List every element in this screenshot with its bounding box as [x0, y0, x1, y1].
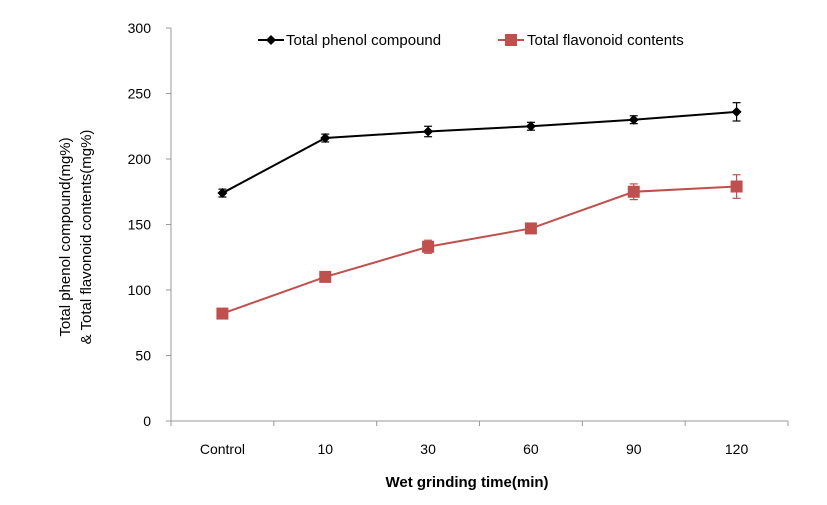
legend-item: Total phenol compound — [258, 32, 441, 49]
y-tick-label: 0 — [143, 413, 151, 429]
axes — [166, 27, 789, 426]
y-tick-label: 250 — [128, 86, 152, 102]
data-point — [731, 106, 742, 117]
x-tick-label: 30 — [420, 441, 436, 457]
y-tick-label: 50 — [135, 348, 151, 364]
tick-labels: 0 50 100 150 200 250 300 Control 10 30 60 90 120 — [128, 20, 749, 457]
data-point — [730, 180, 743, 193]
x-tick-label: Control — [200, 441, 245, 457]
data-point — [422, 240, 435, 253]
y-axis-title: Total phenol compound(mg%) & Total flavo… — [57, 130, 95, 345]
legend: Total phenol compound Total flavonoid con… — [258, 32, 684, 49]
legend-marker — [505, 34, 517, 46]
data-point — [627, 185, 640, 198]
y-tick-label: 100 — [128, 282, 152, 298]
data-point — [319, 270, 332, 283]
y-axis-title-line-2: & Total flavonoid contents(mg%) — [78, 130, 95, 345]
y-tick-label: 200 — [128, 151, 152, 167]
data-point — [423, 126, 434, 137]
x-tick-label: 120 — [725, 441, 749, 457]
data-point — [525, 121, 536, 132]
legend-marker — [266, 35, 276, 45]
data-point — [320, 133, 331, 144]
data-point — [524, 222, 537, 235]
y-tick-label: 150 — [128, 217, 152, 233]
x-tick-label: 90 — [626, 441, 642, 457]
series-line — [222, 185, 737, 315]
legend-label: Total flavonoid contents — [527, 32, 684, 49]
legend-label: Total phenol compound — [286, 32, 441, 49]
x-tick-label: 60 — [523, 441, 539, 457]
series-layer — [216, 102, 743, 320]
series-total-phenol — [217, 102, 742, 199]
series-line — [221, 110, 737, 194]
y-tick-label: 300 — [128, 20, 152, 36]
x-tick-label: 10 — [317, 441, 333, 457]
data-point — [217, 188, 228, 199]
x-axis-title: Wet grinding time(min) — [385, 474, 548, 491]
legend-item: Total flavonoid contents — [498, 32, 684, 49]
y-axis-title-line-1: Total phenol compound(mg%) — [57, 137, 74, 336]
data-point — [216, 307, 229, 320]
series-total-flavonoid — [216, 174, 743, 320]
data-point — [628, 114, 639, 125]
